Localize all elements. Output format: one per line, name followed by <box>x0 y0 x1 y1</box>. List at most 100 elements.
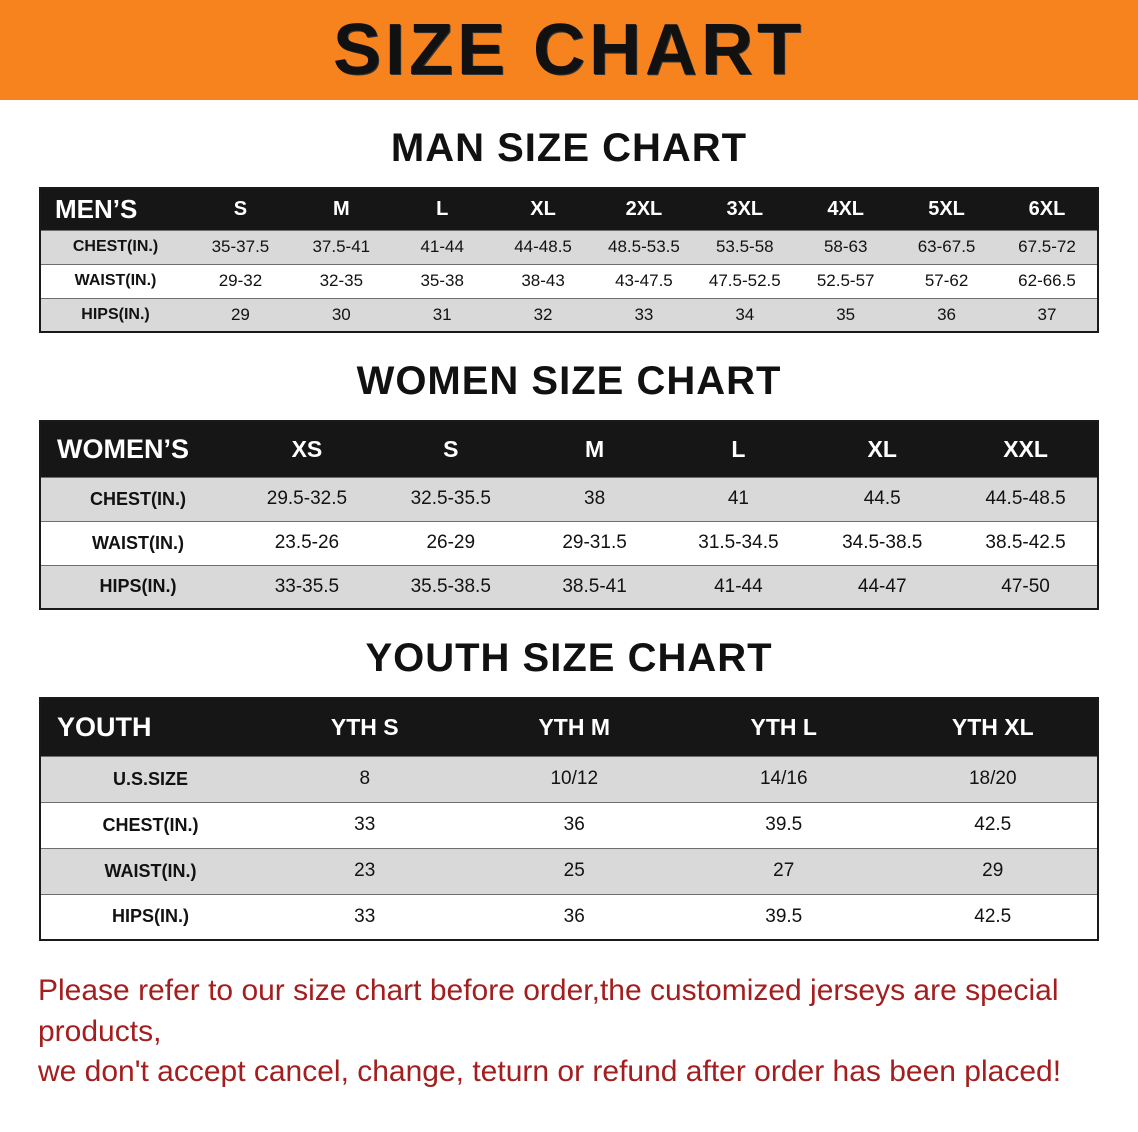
table-header-label: MEN’S <box>40 188 190 230</box>
size-cell: 35-38 <box>420 271 464 290</box>
size-column-header: 4XL <box>795 188 897 230</box>
size-cell: 35.5-38.5 <box>410 575 491 597</box>
size-cell: 38.5-42.5 <box>985 532 1066 553</box>
size-cell: 43-47.5 <box>615 271 673 290</box>
size-cell: 37.5-41 <box>312 237 371 256</box>
table-header-label: WOMEN’S <box>40 421 235 477</box>
size-cell: 33 <box>354 814 376 835</box>
footer-line-1: Please refer to our size chart before or… <box>38 974 1059 1048</box>
size-cell: 30 <box>331 304 351 324</box>
size-cell: 41 <box>727 488 749 509</box>
banner-title: SIZE CHART <box>333 10 805 90</box>
footer-note: Please refer to our size chart before or… <box>38 971 1100 1093</box>
size-column-header: XL <box>492 188 594 230</box>
size-column-header: M <box>522 421 667 477</box>
size-cell: 53.5-58 <box>715 237 774 256</box>
table-row: CHEST(IN.) 35-37.5 37.5-41 41-44 44-48.5 48.5… <box>40 230 1098 264</box>
size-chart-banner: SIZE CHART <box>0 0 1138 100</box>
size-cell: 26-29 <box>426 532 476 553</box>
size-cell: 36 <box>937 304 957 324</box>
size-cell: 32.5-35.5 <box>410 488 491 509</box>
row-label: WAIST(IN.) <box>92 532 184 553</box>
size-column-header: 3XL <box>694 188 796 230</box>
size-cell: 47.5-52.5 <box>708 271 781 290</box>
men-section-title: MAN SIZE CHART <box>390 126 748 170</box>
youth-size-section: YOUTH SIZE CHART YOUTH YTH S YTH M YTH L YTH… <box>0 636 1138 941</box>
size-cell: 41-44 <box>420 237 464 256</box>
size-cell: 23.5-26 <box>274 532 340 553</box>
size-column-header: XL <box>810 421 955 477</box>
size-cell: 39.5 <box>765 814 803 835</box>
size-cell: 52.5-57 <box>816 271 875 290</box>
size-cell: 44-48.5 <box>514 237 572 256</box>
women-size-section: WOMEN SIZE CHART WOMEN’S XS S M L XL XXL CHEST(… <box>0 359 1138 610</box>
size-cell: 29 <box>982 860 1004 881</box>
men-size-section: MAN SIZE CHART MEN’S S M L XL 2XL 3XL 4XL 5XL 6XL… <box>0 126 1138 333</box>
table-header-label: YOUTH <box>40 698 260 756</box>
size-cell: 35-37.5 <box>211 237 270 256</box>
size-cell: 38.5-41 <box>562 575 627 597</box>
size-cell: 48.5-53.5 <box>608 237 680 256</box>
size-column-header: M <box>290 188 392 230</box>
size-cell: 41-44 <box>714 575 763 597</box>
size-cell: 27 <box>773 860 795 881</box>
table-row: HIPS(IN.) 29 30 31 32 33 34 35 36 37 <box>40 298 1098 332</box>
size-cell: 63-67.5 <box>917 237 976 256</box>
size-cell: 10/12 <box>550 768 599 789</box>
size-cell: 57-62 <box>924 271 969 290</box>
size-cell: 23 <box>354 860 376 881</box>
size-cell: 42.5 <box>974 905 1012 927</box>
size-cell: 18/20 <box>968 768 1017 789</box>
row-label: HIPS(IN.) <box>111 906 189 927</box>
women-size-table: WOMEN’S XS S M L XL XXL CHEST(IN.) 29.5-32.5 32.5… <box>39 420 1099 610</box>
row-label: CHEST(IN.) <box>90 488 186 509</box>
row-label: CHEST(IN.) <box>72 238 159 255</box>
size-cell: 36 <box>563 905 585 927</box>
footer-line-2: we don't accept cancel, change, teturn o… <box>38 1055 1062 1088</box>
size-column-header: YTH L <box>679 698 889 756</box>
size-cell: 31.5-34.5 <box>698 532 779 553</box>
table-row: U.S.SIZE 8 10/12 14/16 18/20 <box>40 756 1098 802</box>
size-cell: 42.5 <box>974 814 1012 835</box>
table-row: HIPS(IN.) 33 36 39.5 42.5 <box>40 894 1098 940</box>
size-column-header: YTH XL <box>888 698 1098 756</box>
size-cell: 34.5-38.5 <box>842 532 923 553</box>
size-cell: 44.5-48.5 <box>985 488 1066 509</box>
size-column-header: YTH M <box>469 698 679 756</box>
table-header-row: MEN’S S M L XL 2XL 3XL 4XL 5XL 6XL <box>40 188 1098 230</box>
size-cell: 33-35.5 <box>274 575 340 597</box>
size-cell: 29 <box>230 304 250 324</box>
table-row: CHEST(IN.) 33 36 39.5 42.5 <box>40 802 1098 848</box>
table-header-row: WOMEN’S XS S M L XL XXL <box>40 421 1098 477</box>
size-cell: 38 <box>584 488 606 509</box>
size-cell: 32 <box>533 304 553 324</box>
size-cell: 33 <box>354 905 376 927</box>
size-column-header: S <box>190 188 291 230</box>
size-column-header: 5XL <box>896 188 997 230</box>
size-cell: 67.5-72 <box>1018 237 1076 256</box>
size-cell: 44-47 <box>857 575 907 597</box>
row-label: HIPS(IN.) <box>99 576 177 597</box>
size-cell: 29.5-32.5 <box>266 488 348 509</box>
size-column-header: L <box>666 421 811 477</box>
size-cell: 29-31.5 <box>562 532 627 553</box>
size-cell: 32-35 <box>319 271 364 290</box>
size-cell: 25 <box>563 860 585 881</box>
size-cell: 35 <box>836 304 856 324</box>
size-cell: 37 <box>1037 304 1057 324</box>
table-row: WAIST(IN.) 23 25 27 29 <box>40 848 1098 894</box>
size-column-header: L <box>391 188 493 230</box>
size-cell: 44.5 <box>863 488 901 509</box>
size-column-header: S <box>378 421 523 477</box>
size-cell: 14/16 <box>759 768 808 789</box>
size-cell: 38-43 <box>521 271 565 290</box>
size-cell: 31 <box>432 304 452 324</box>
size-column-header: 2XL <box>593 188 695 230</box>
table-row: HIPS(IN.) 33-35.5 35.5-38.5 38.5-41 41-44 44-… <box>40 565 1098 609</box>
size-cell: 39.5 <box>765 905 803 927</box>
size-cell: 58-63 <box>823 237 868 256</box>
men-size-table: MEN’S S M L XL 2XL 3XL 4XL 5XL 6XL CHEST(IN.) 35-37… <box>39 187 1099 333</box>
women-section-title: WOMEN SIZE CHART <box>356 359 782 403</box>
table-header-row: YOUTH YTH S YTH M YTH L YTH XL <box>40 698 1098 756</box>
row-label: WAIST(IN.) <box>74 272 157 289</box>
